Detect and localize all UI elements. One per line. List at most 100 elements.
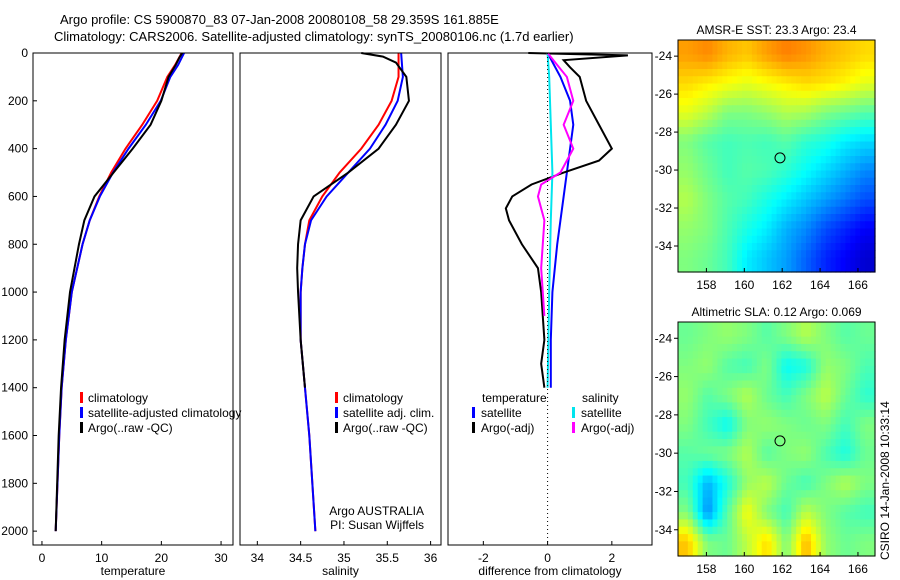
heatmap-cell <box>870 127 876 135</box>
heatmap-cell <box>835 409 842 418</box>
heatmap-cell <box>687 76 694 85</box>
heatmap-cell <box>756 185 763 193</box>
heatmap-cell <box>697 490 704 499</box>
heatmap-cell <box>825 446 832 455</box>
heatmap-cell <box>830 534 837 542</box>
heatmap-cell <box>801 112 807 121</box>
heatmap-cell <box>737 395 743 404</box>
heatmap-cell <box>717 431 723 440</box>
heatmap-cell <box>810 490 817 499</box>
heatmap-cell <box>820 446 827 455</box>
heatmap-cell <box>855 439 861 447</box>
heatmap-cell <box>850 336 856 345</box>
heatmap-cell <box>870 250 876 259</box>
heatmap-cell <box>771 170 778 179</box>
heatmap-cell <box>845 336 851 345</box>
heatmap-cell <box>742 351 748 360</box>
heatmap-cell <box>806 336 812 345</box>
heatmap-cell <box>712 373 718 382</box>
heatmap-cell <box>692 409 699 418</box>
heatmap-cell <box>776 264 783 273</box>
heatmap-cell <box>687 170 694 179</box>
heatmap-cell <box>796 214 802 222</box>
heatmap-cell <box>835 431 842 440</box>
heatmap-cell <box>732 358 738 367</box>
heatmap-cell <box>766 47 773 56</box>
heatmap-cell <box>692 206 699 215</box>
heatmap-cell <box>806 453 812 462</box>
heatmap-cell <box>860 475 866 484</box>
heatmap-cell <box>850 351 856 360</box>
heatmap-cell <box>801 40 807 48</box>
heatmap-cell <box>855 351 861 360</box>
heatmap-cell <box>801 156 807 164</box>
heatmap-cell <box>815 83 822 92</box>
heatmap-cell <box>776 395 783 404</box>
heatmap-cell <box>766 519 773 528</box>
heatmap-cell <box>697 373 704 382</box>
heatmap-cell <box>756 504 763 513</box>
heatmap-cell <box>796 127 802 135</box>
heatmap-cell <box>840 373 847 382</box>
series-line-temperature-argo-adj- <box>504 52 628 388</box>
heatmap-cell <box>796 185 802 193</box>
heatmap-cell <box>692 380 699 389</box>
heatmap-cell <box>830 54 837 63</box>
heatmap-cell <box>702 76 709 85</box>
heatmap-cell <box>771 380 778 389</box>
heatmap-cell <box>712 490 718 499</box>
heatmap-cell <box>678 192 684 201</box>
heatmap-cell <box>781 380 787 389</box>
heatmap-cell <box>742 541 748 550</box>
heatmap-cell <box>717 417 723 425</box>
heatmap-cell <box>732 519 738 528</box>
map-title: Altimetric SLA: 0.12 Argo: 0.069 <box>691 305 861 319</box>
legend-swatch <box>80 407 83 418</box>
heatmap-cell <box>756 119 763 128</box>
heatmap-cell <box>810 365 817 374</box>
heatmap-cell <box>678 69 684 77</box>
heatmap-cell <box>850 54 856 63</box>
heatmap-cell <box>860 460 866 469</box>
heatmap-cell <box>702 156 709 164</box>
heatmap-cell <box>825 534 832 542</box>
heatmap-cell <box>766 54 773 63</box>
heatmap-cell <box>751 214 758 222</box>
heatmap-cell <box>801 468 807 477</box>
heatmap-cell <box>682 243 689 251</box>
heatmap-cell <box>678 54 684 63</box>
heatmap-cell <box>702 351 709 360</box>
heatmap-cell <box>707 439 714 447</box>
heatmap-cell <box>786 431 792 440</box>
heatmap-cell <box>737 127 743 135</box>
heatmap-cell <box>771 185 778 193</box>
heatmap-cell <box>697 512 704 521</box>
heatmap-cell <box>830 497 837 506</box>
heatmap-cell <box>737 431 743 440</box>
heatmap-cell <box>678 409 684 418</box>
heatmap-cell <box>810 526 817 535</box>
heatmap-cell <box>732 322 738 330</box>
heatmap-cell <box>781 141 787 150</box>
heatmap-cell <box>781 119 787 128</box>
heatmap-cell <box>751 431 758 440</box>
heatmap-cell <box>791 47 797 56</box>
heatmap-cell <box>761 156 768 164</box>
heatmap-cell <box>776 409 783 418</box>
heatmap-cell <box>791 177 797 186</box>
heatmap-cell <box>801 395 807 404</box>
heatmap-cell <box>712 453 718 462</box>
heatmap-cell <box>751 329 758 338</box>
heatmap-cell <box>717 402 723 411</box>
heatmap-cell <box>860 214 866 222</box>
heatmap-cell <box>756 206 763 215</box>
heatmap-cell <box>682 206 689 215</box>
heatmap-cell <box>786 69 792 77</box>
series-line-salinity-argo-adj- <box>536 52 575 317</box>
heatmap-cell <box>850 119 856 128</box>
heatmap-cell <box>756 69 763 77</box>
heatmap-cell <box>727 439 733 447</box>
heatmap-cell <box>712 395 718 404</box>
heatmap-cell <box>781 163 787 172</box>
